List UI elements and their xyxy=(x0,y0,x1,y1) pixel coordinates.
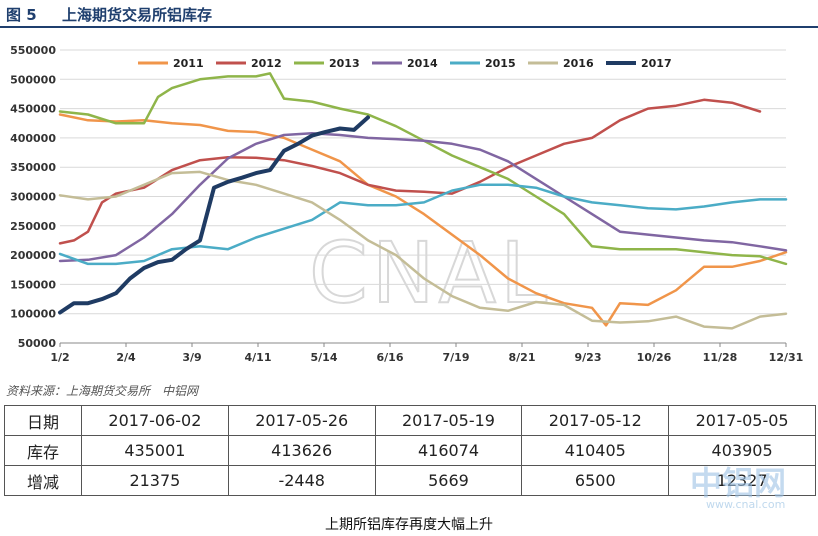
table-cell: 416074 xyxy=(374,435,523,466)
legend-label-2015: 2015 xyxy=(485,57,516,70)
x-tick-label: 7/19 xyxy=(443,351,470,364)
y-tick-label: 350000 xyxy=(10,161,56,174)
legend-label-2014: 2014 xyxy=(407,57,438,70)
row-label: 日期 xyxy=(4,405,82,436)
y-tick-label: 400000 xyxy=(10,132,56,145)
y-tick-label: 150000 xyxy=(10,278,56,291)
y-tick-label: 200000 xyxy=(10,249,56,262)
table-cell: 6500 xyxy=(521,465,670,496)
y-tick-label: 550000 xyxy=(10,44,56,57)
table-cell: 2017-06-02 xyxy=(81,405,229,436)
legend-label-2016: 2016 xyxy=(563,57,594,70)
y-tick-label: 450000 xyxy=(10,103,56,116)
table-cell: 5669 xyxy=(374,465,523,496)
y-tick-label: 500000 xyxy=(10,73,56,86)
legend-label-2013: 2013 xyxy=(329,57,360,70)
table-cell: 2017-05-12 xyxy=(521,405,670,436)
table-row-inventory: 库存 435001 413626 416074 410405 403905 xyxy=(4,435,816,466)
inventory-table: 日期 2017-06-02 2017-05-26 2017-05-19 2017… xyxy=(4,405,816,496)
figure-caption: 上期所铝库存再度大幅上升 xyxy=(325,517,493,533)
table-cell: 2017-05-05 xyxy=(668,405,816,436)
x-tick-label: 12/31 xyxy=(769,351,804,364)
legend-label-2012: 2012 xyxy=(251,57,282,70)
series-line-2017 xyxy=(58,115,370,315)
legend-label-2017: 2017 xyxy=(641,57,672,70)
x-tick-label: 9/23 xyxy=(575,351,602,364)
x-tick-label: 3/9 xyxy=(182,351,201,364)
figure-header: 图 5 上海期货交易所铝库存 xyxy=(0,0,818,28)
y-tick-label: 250000 xyxy=(10,220,56,233)
y-tick-label: 100000 xyxy=(10,308,56,321)
table-cell: -2448 xyxy=(227,465,376,496)
y-tick-label: 300000 xyxy=(10,191,56,204)
legend-label-2011: 2011 xyxy=(173,57,204,70)
table-cell: 435001 xyxy=(81,435,229,466)
x-tick-label: 1/2 xyxy=(50,351,69,364)
y-tick-label: 50000 xyxy=(18,337,57,350)
row-label: 库存 xyxy=(4,435,82,466)
series-line-2013 xyxy=(58,72,788,266)
figure-title: 上海期货交易所铝库存 xyxy=(62,6,213,24)
x-tick-label: 10/26 xyxy=(637,351,672,364)
x-tick-label: 11/28 xyxy=(703,351,738,364)
x-tick-label: 6/16 xyxy=(377,351,404,364)
table-row-date: 日期 2017-06-02 2017-05-26 2017-05-19 2017… xyxy=(4,405,816,436)
series-line-2014 xyxy=(58,131,788,263)
table-cell: 12327 xyxy=(668,465,816,496)
x-tick-label: 5/14 xyxy=(311,351,338,364)
row-label: 增减 xyxy=(4,465,82,496)
data-source-note: 资料来源：上海期货交易所 中铝网 xyxy=(6,384,199,398)
watermark-cnal: CNAL xyxy=(309,224,551,322)
table-row-change: 增减 21375 -2448 5669 6500 12327 xyxy=(4,465,816,496)
table-cell: 2017-05-26 xyxy=(227,405,376,436)
watermark-logo: 中铝网 xyxy=(690,464,787,502)
series-line-2015 xyxy=(58,183,788,266)
series-line-2016 xyxy=(58,170,788,330)
table-cell: 410405 xyxy=(521,435,670,466)
x-tick-label: 4/11 xyxy=(245,351,272,364)
inventory-line-chart: 50000 100000 150000 200000 250000 300000 35000… xyxy=(10,44,804,364)
figure-number: 图 5 xyxy=(6,6,37,24)
x-tick-label: 2/4 xyxy=(116,351,136,364)
series-line-2011 xyxy=(58,113,788,327)
header-rule xyxy=(0,26,818,28)
table-cell: 403905 xyxy=(668,435,816,466)
x-tick-label: 8/21 xyxy=(509,351,536,364)
table-cell: 413626 xyxy=(227,435,376,466)
watermark-url: www.cnal.com xyxy=(706,498,786,511)
table-cell: 2017-05-19 xyxy=(374,405,523,436)
table-cell: 21375 xyxy=(81,465,229,496)
